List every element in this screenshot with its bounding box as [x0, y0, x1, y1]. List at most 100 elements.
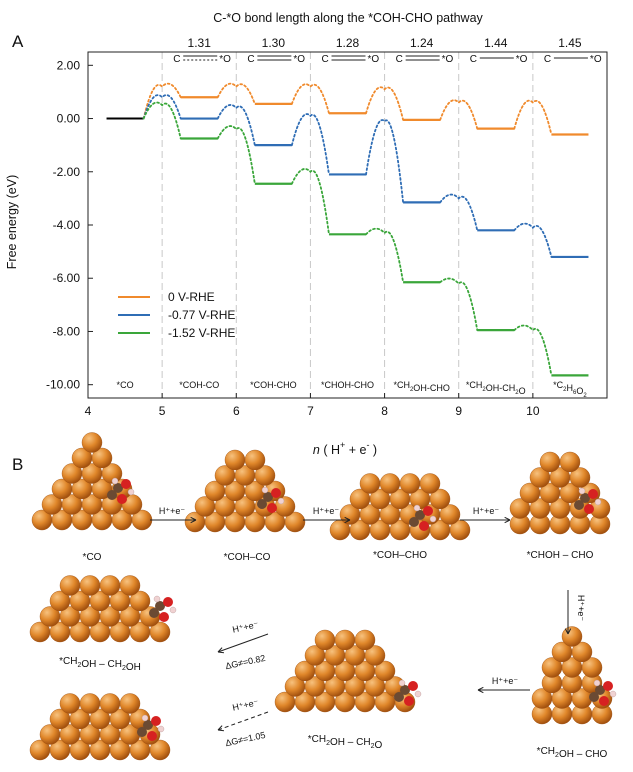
structure-captions: *CO *COH–CO *COH–CHO *CHOH – CHO *CH2OH – CH…	[59, 550, 607, 760]
copper-atom	[374, 660, 396, 682]
step-arrow	[564, 590, 572, 635]
arrow-shaft	[217, 711, 269, 731]
energy-diagram: 2.00 0.00 -2.00 -4.00 -6.00 -8.00 -10.00 4 5 6 7 8…	[46, 51, 608, 418]
cluster-ch2oh-ch2oh	[29, 575, 171, 643]
y-tick-label: -10.00	[46, 378, 80, 392]
copper-atom	[429, 488, 451, 510]
transition-connector	[142, 94, 182, 120]
carbon-atom	[263, 492, 273, 502]
transition-connector	[439, 99, 479, 130]
arrow-head	[190, 516, 197, 524]
y-axis-ticks: 2.00 0.00 -2.00 -4.00 -6.00 -8.00 -10.00	[46, 58, 93, 392]
copper-atom	[119, 693, 141, 714]
copper-atom	[539, 451, 561, 473]
partial-double-bond-icon: C *O	[173, 54, 231, 65]
x-tick-label: 4	[85, 404, 92, 418]
x-tick-label: 10	[526, 404, 540, 418]
arrow-head	[564, 628, 572, 635]
hydrogen-atom	[609, 690, 617, 698]
step-label: H⁺+e⁻	[492, 676, 519, 686]
adsorbate-co	[107, 477, 135, 504]
cluster-coh-cho	[329, 473, 471, 541]
x-axis-ticks: 4 5 6 7 8 9 10	[85, 393, 540, 418]
arrow-head	[344, 516, 351, 524]
copper-atom	[91, 447, 113, 469]
copper-atom	[254, 465, 276, 486]
hydrogen-atom	[429, 515, 437, 523]
carbon-atom	[107, 490, 117, 500]
oxygen-atom	[599, 696, 609, 706]
legend-entry: 0 V-RHE	[168, 290, 215, 304]
state-labels: *CO *COH-CO *COH-CHO *CHOH-CHO *CH2OH-CHO *CH…	[117, 380, 588, 399]
oxygen-atom	[147, 731, 157, 741]
carbon-atom-label: C	[247, 54, 254, 65]
step-label: H⁺+e⁻	[231, 619, 259, 634]
double-bond-icon: C *O	[247, 54, 305, 65]
copper-atom	[129, 590, 151, 612]
oxygen-atom-label: *O	[442, 54, 454, 65]
x-tick-label: 7	[307, 404, 314, 418]
structure-caption: *COH–CO	[224, 552, 271, 563]
step-label: H⁺+e⁻	[313, 506, 340, 516]
panel-b-letter: B	[12, 455, 23, 474]
legend-entry: -0.77 V-RHE	[168, 308, 235, 322]
y-tick-label: -4.00	[53, 218, 81, 232]
state-label: *CH2OH-CHO	[393, 380, 449, 393]
hydrogen-atom	[578, 487, 586, 495]
copper-atom	[99, 693, 121, 714]
copper-atom	[149, 739, 171, 761]
copper-atom	[559, 451, 581, 473]
oxygen-atom	[419, 521, 429, 531]
cluster-final	[29, 693, 171, 761]
oxygen-atom	[588, 489, 598, 499]
cluster-ch2oh-cho	[531, 626, 613, 725]
copper-atom	[354, 629, 376, 651]
transition-connector	[365, 119, 405, 204]
single-bond-icon: C *O	[470, 54, 528, 65]
step-arrow-dashed	[217, 711, 269, 732]
adsorbate-coh-co	[257, 486, 285, 513]
hydrogen-atom	[398, 679, 406, 687]
copper-atom	[224, 449, 246, 471]
adsorbate-final	[137, 714, 165, 741]
hydrogen-atom	[127, 488, 135, 496]
structure-caption: *COH–CHO	[373, 550, 427, 561]
transition-connector	[513, 222, 553, 258]
transition-connector	[365, 227, 405, 284]
carbon-atom	[595, 685, 605, 695]
transition-connector	[513, 99, 553, 136]
arrow-head	[477, 686, 484, 694]
carbon-atom	[149, 608, 159, 618]
transition-connector	[439, 193, 479, 232]
copper-atom	[149, 621, 171, 643]
y-axis-label: Free energy (eV)	[5, 175, 19, 269]
x-axis-label: n ( H+ + e- )	[313, 440, 377, 457]
bond-length-value: 1.30	[262, 36, 286, 50]
hydrogen-atom	[111, 477, 119, 485]
copper-atom	[581, 657, 603, 678]
hydrogen-atom	[593, 679, 601, 687]
copper-atom	[364, 645, 386, 666]
carbon-atom	[113, 483, 123, 493]
carbon-atom	[589, 692, 599, 702]
oxygen-atom	[121, 479, 131, 489]
adsorbate-choh-cho	[574, 487, 602, 514]
transition-connector	[365, 86, 405, 121]
barrier-label: ΔG≠=0.82	[224, 653, 266, 671]
hydrogen-atom	[594, 498, 602, 506]
double-bond-icon: C *O	[396, 54, 454, 65]
oxygen-atom	[267, 503, 277, 513]
transition-connector	[216, 82, 256, 105]
hydrogen-atom	[153, 595, 161, 603]
structure-caption: *CH2OH – CH2OH	[59, 656, 141, 673]
copper-atom	[244, 449, 266, 471]
bond-length-value: 1.28	[336, 36, 360, 50]
copper-atom	[379, 473, 401, 494]
x-tick-label: 6	[233, 404, 240, 418]
oxygen-atom	[163, 597, 173, 607]
cluster-ch2oh-ch2o	[274, 629, 416, 713]
carbon-atom	[580, 493, 590, 503]
single-bond-icon: C *O	[544, 54, 602, 65]
bond-length-value: 1.24	[410, 36, 434, 50]
y-tick-label: -2.00	[53, 165, 81, 179]
